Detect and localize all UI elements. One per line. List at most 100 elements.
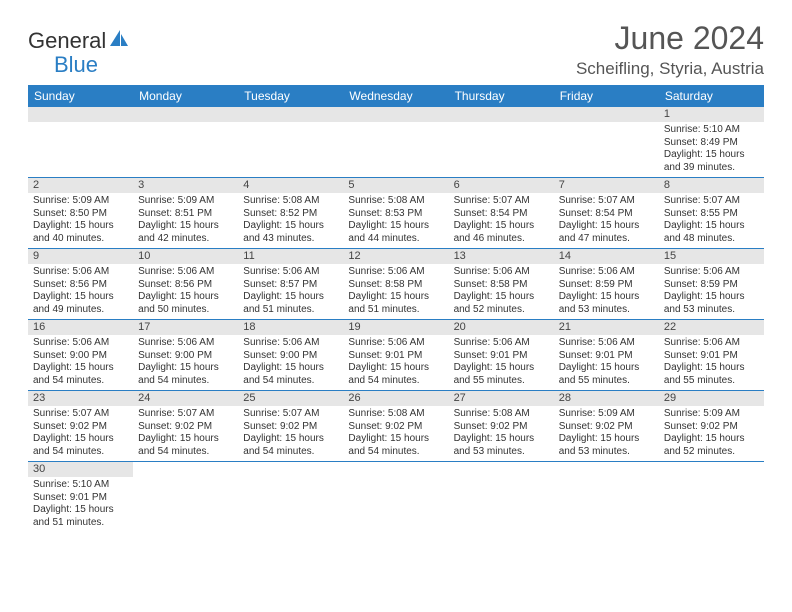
day-content: Sunrise: 5:06 AMSunset: 8:59 PMDaylight:… <box>659 264 764 319</box>
day-cell: 27Sunrise: 5:08 AMSunset: 9:02 PMDayligh… <box>449 391 554 461</box>
day-number: 3 <box>133 178 238 193</box>
sunset-line: Sunset: 9:02 PM <box>348 421 443 434</box>
sunset-line: Sunset: 9:01 PM <box>454 350 549 363</box>
day-cell: 18Sunrise: 5:06 AMSunset: 9:00 PMDayligh… <box>238 320 343 390</box>
day-cell: 20Sunrise: 5:06 AMSunset: 9:01 PMDayligh… <box>449 320 554 390</box>
sail-icon <box>108 28 130 54</box>
day-cell <box>133 107 238 177</box>
sunrise-line: Sunrise: 5:06 AM <box>243 266 338 279</box>
day-number: 30 <box>28 462 133 477</box>
day-content: Sunrise: 5:09 AMSunset: 8:50 PMDaylight:… <box>28 193 133 248</box>
sunset-line: Sunset: 9:00 PM <box>138 350 233 363</box>
sunset-line: Sunset: 9:01 PM <box>664 350 759 363</box>
sunset-line: Sunset: 9:01 PM <box>348 350 443 363</box>
daylight-line: Daylight: 15 hours and 49 minutes. <box>33 291 128 316</box>
sunset-line: Sunset: 8:54 PM <box>559 208 654 221</box>
day-number: 12 <box>343 249 448 264</box>
day-cell: 12Sunrise: 5:06 AMSunset: 8:58 PMDayligh… <box>343 249 448 319</box>
sunset-line: Sunset: 8:56 PM <box>33 279 128 292</box>
day-content: Sunrise: 5:06 AMSunset: 8:56 PMDaylight:… <box>133 264 238 319</box>
week-row: 2Sunrise: 5:09 AMSunset: 8:50 PMDaylight… <box>28 178 764 249</box>
day-cell: 15Sunrise: 5:06 AMSunset: 8:59 PMDayligh… <box>659 249 764 319</box>
sunset-line: Sunset: 8:55 PM <box>664 208 759 221</box>
weekday-header: Wednesday <box>343 85 448 107</box>
day-number: 17 <box>133 320 238 335</box>
sunset-line: Sunset: 8:52 PM <box>243 208 338 221</box>
day-cell: 9Sunrise: 5:06 AMSunset: 8:56 PMDaylight… <box>28 249 133 319</box>
title-block: June 2024 Scheifling, Styria, Austria <box>576 20 764 79</box>
empty-day-bar <box>133 107 238 122</box>
day-content: Sunrise: 5:06 AMSunset: 8:56 PMDaylight:… <box>28 264 133 319</box>
sunset-line: Sunset: 8:59 PM <box>559 279 654 292</box>
daylight-line: Daylight: 15 hours and 55 minutes. <box>559 362 654 387</box>
sunrise-line: Sunrise: 5:07 AM <box>243 408 338 421</box>
daylight-line: Daylight: 15 hours and 54 minutes. <box>348 362 443 387</box>
day-cell: 6Sunrise: 5:07 AMSunset: 8:54 PMDaylight… <box>449 178 554 248</box>
day-number: 8 <box>659 178 764 193</box>
sunrise-line: Sunrise: 5:06 AM <box>33 337 128 350</box>
day-cell: 30Sunrise: 5:10 AMSunset: 9:01 PMDayligh… <box>28 462 133 532</box>
daylight-line: Daylight: 15 hours and 51 minutes. <box>348 291 443 316</box>
day-number: 10 <box>133 249 238 264</box>
daylight-line: Daylight: 15 hours and 52 minutes. <box>664 433 759 458</box>
daylight-line: Daylight: 15 hours and 52 minutes. <box>454 291 549 316</box>
sunset-line: Sunset: 9:02 PM <box>243 421 338 434</box>
location: Scheifling, Styria, Austria <box>576 59 764 79</box>
day-number: 9 <box>28 249 133 264</box>
sunrise-line: Sunrise: 5:09 AM <box>664 408 759 421</box>
sunrise-line: Sunrise: 5:06 AM <box>559 266 654 279</box>
day-content: Sunrise: 5:06 AMSunset: 9:01 PMDaylight:… <box>659 335 764 390</box>
calendar: SundayMondayTuesdayWednesdayThursdayFrid… <box>28 85 764 532</box>
daylight-line: Daylight: 15 hours and 54 minutes. <box>33 362 128 387</box>
day-cell: 23Sunrise: 5:07 AMSunset: 9:02 PMDayligh… <box>28 391 133 461</box>
daylight-line: Daylight: 15 hours and 53 minutes. <box>559 433 654 458</box>
weekday-header-row: SundayMondayTuesdayWednesdayThursdayFrid… <box>28 85 764 107</box>
sunrise-line: Sunrise: 5:08 AM <box>348 195 443 208</box>
day-cell: 25Sunrise: 5:07 AMSunset: 9:02 PMDayligh… <box>238 391 343 461</box>
sunrise-line: Sunrise: 5:06 AM <box>454 337 549 350</box>
day-cell: 3Sunrise: 5:09 AMSunset: 8:51 PMDaylight… <box>133 178 238 248</box>
daylight-line: Daylight: 15 hours and 53 minutes. <box>559 291 654 316</box>
sunrise-line: Sunrise: 5:06 AM <box>559 337 654 350</box>
day-cell: 29Sunrise: 5:09 AMSunset: 9:02 PMDayligh… <box>659 391 764 461</box>
weekday-header: Monday <box>133 85 238 107</box>
empty-day-bar <box>28 107 133 122</box>
weekday-header: Friday <box>554 85 659 107</box>
day-number: 7 <box>554 178 659 193</box>
day-number: 11 <box>238 249 343 264</box>
day-cell: 5Sunrise: 5:08 AMSunset: 8:53 PMDaylight… <box>343 178 448 248</box>
day-number: 18 <box>238 320 343 335</box>
sunset-line: Sunset: 8:56 PM <box>138 279 233 292</box>
daylight-line: Daylight: 15 hours and 51 minutes. <box>243 291 338 316</box>
header: General June 2024 Scheifling, Styria, Au… <box>28 20 764 79</box>
day-cell <box>449 462 554 532</box>
daylight-line: Daylight: 15 hours and 46 minutes. <box>454 220 549 245</box>
weekday-header: Thursday <box>449 85 554 107</box>
day-cell: 13Sunrise: 5:06 AMSunset: 8:58 PMDayligh… <box>449 249 554 319</box>
day-cell <box>238 462 343 532</box>
day-number: 20 <box>449 320 554 335</box>
daylight-line: Daylight: 15 hours and 55 minutes. <box>664 362 759 387</box>
day-number: 21 <box>554 320 659 335</box>
week-row: 9Sunrise: 5:06 AMSunset: 8:56 PMDaylight… <box>28 249 764 320</box>
day-content: Sunrise: 5:06 AMSunset: 9:01 PMDaylight:… <box>343 335 448 390</box>
day-content: Sunrise: 5:08 AMSunset: 8:53 PMDaylight:… <box>343 193 448 248</box>
sunrise-line: Sunrise: 5:06 AM <box>348 337 443 350</box>
sunrise-line: Sunrise: 5:10 AM <box>664 124 759 137</box>
daylight-line: Daylight: 15 hours and 54 minutes. <box>138 433 233 458</box>
day-cell: 26Sunrise: 5:08 AMSunset: 9:02 PMDayligh… <box>343 391 448 461</box>
day-content: Sunrise: 5:10 AMSunset: 9:01 PMDaylight:… <box>28 477 133 532</box>
day-cell: 21Sunrise: 5:06 AMSunset: 9:01 PMDayligh… <box>554 320 659 390</box>
daylight-line: Daylight: 15 hours and 54 minutes. <box>243 433 338 458</box>
sunset-line: Sunset: 9:02 PM <box>138 421 233 434</box>
day-content: Sunrise: 5:07 AMSunset: 9:02 PMDaylight:… <box>133 406 238 461</box>
day-content: Sunrise: 5:08 AMSunset: 9:02 PMDaylight:… <box>449 406 554 461</box>
day-cell: 4Sunrise: 5:08 AMSunset: 8:52 PMDaylight… <box>238 178 343 248</box>
day-number: 4 <box>238 178 343 193</box>
day-number: 19 <box>343 320 448 335</box>
day-number: 29 <box>659 391 764 406</box>
day-content: Sunrise: 5:08 AMSunset: 8:52 PMDaylight:… <box>238 193 343 248</box>
sunset-line: Sunset: 9:01 PM <box>33 492 128 505</box>
day-content: Sunrise: 5:07 AMSunset: 8:54 PMDaylight:… <box>449 193 554 248</box>
sunrise-line: Sunrise: 5:06 AM <box>664 337 759 350</box>
